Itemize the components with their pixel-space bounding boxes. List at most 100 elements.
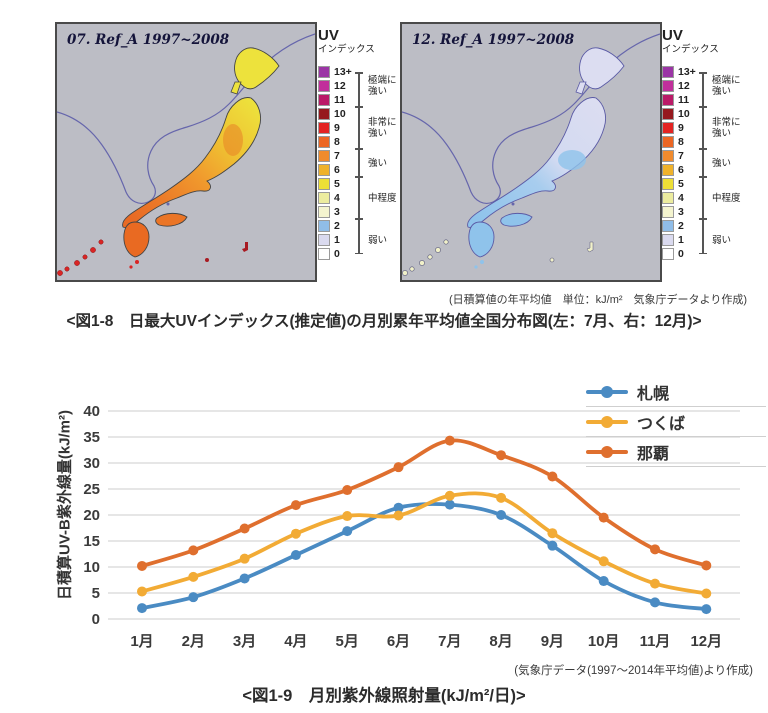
uv-index-value: 12: [678, 80, 690, 92]
uv-color-swatch: [662, 206, 674, 218]
data-point-那覇: [650, 544, 660, 555]
uv-legend-entry: 12: [318, 79, 410, 93]
legend-item-札幌: 札幌: [586, 377, 766, 407]
y-tick-label: 35: [83, 429, 100, 446]
uv-category-label: 強い: [712, 157, 732, 169]
uv-legend-subtitle: インデックス: [662, 44, 719, 55]
data-point-那覇: [188, 545, 199, 556]
legend-item-つくば: つくば: [586, 407, 766, 437]
uv-map-july: 07. Ref_A 1997~2008: [55, 22, 317, 282]
uv-map-july-image: 07. Ref_A 1997~2008: [57, 32, 315, 276]
uv-index-value: 4: [678, 192, 684, 204]
uv-index-value: 1: [334, 234, 340, 246]
uv-color-swatch: [318, 248, 330, 260]
shikoku: [155, 212, 188, 227]
uv-category-label: 極端に 強い: [368, 75, 397, 97]
x-tick-label: 11月: [640, 633, 671, 650]
uv-legend-entry: 10: [318, 107, 410, 121]
legend-marker-dot: [601, 415, 613, 428]
data-point-札幌: [650, 597, 660, 608]
isolated-island-j: [586, 241, 594, 253]
y-tick-label: 0: [92, 611, 100, 628]
shikoku: [500, 212, 533, 227]
data-point-那覇: [137, 560, 147, 571]
uv-category-label: 非常に 強い: [712, 117, 741, 139]
x-tick-label: 2月: [182, 633, 205, 650]
uv-index-value: 5: [678, 178, 684, 190]
uv-index-value: 3: [334, 206, 340, 218]
data-point-札幌: [290, 550, 301, 561]
uv-map-december-image: 12. Ref_A 1997~2008: [402, 32, 660, 276]
data-point-札幌: [701, 604, 712, 615]
uv-color-swatch: [662, 94, 674, 106]
uv-legend-title: UV: [662, 27, 683, 44]
x-tick-label: 3月: [233, 633, 256, 650]
uv-color-swatch: [318, 136, 330, 148]
data-point-札幌: [137, 603, 147, 614]
uv-category-label: 強い: [368, 157, 388, 169]
uv-category-label: 中程度: [368, 192, 397, 204]
hokkaido: [234, 47, 280, 90]
data-point-つくば: [650, 578, 660, 589]
uv-legend-entry: 0: [662, 247, 754, 261]
uv-map-december: 12. Ref_A 1997~2008: [400, 22, 662, 282]
uv-index-value: 4: [334, 192, 340, 204]
central-honshu-patch: [223, 124, 243, 156]
okinawa-chain: [57, 239, 104, 276]
uv-legend-entry: 6: [318, 163, 410, 177]
uv-category-label: 中程度: [712, 192, 741, 204]
data-point-つくば: [598, 556, 609, 567]
legend-marker: [586, 445, 628, 458]
uv-index-value: 7: [678, 150, 684, 162]
uv-index-value: 6: [678, 164, 684, 176]
uv-legend-entry: 4: [318, 191, 410, 205]
hokkaido-tail: [575, 81, 587, 95]
uv-legend-entry: 13+: [662, 65, 754, 79]
map-title-december: 12. Ref_A 1997~2008: [412, 32, 575, 48]
data-point-札幌: [547, 540, 558, 551]
uv-color-swatch: [662, 108, 674, 120]
hokkaido-tail: [230, 81, 242, 95]
uv-legend-entry: 11: [662, 93, 754, 107]
uv-legend-entry: 8: [318, 135, 410, 149]
uv-index-value: 2: [334, 220, 340, 232]
uv-legend-entry: 6: [662, 163, 754, 177]
uv-legend-entry: 2: [662, 219, 754, 233]
uv-index-legend-right: UV インデックス 13+ 12 11 10 9 8 7 6 5 4 3 2 1 0 極端に 強い 非常に 強い 強い中…: [662, 28, 754, 261]
uv-color-swatch: [662, 220, 674, 232]
y-tick-label: 30: [83, 455, 100, 472]
uv-index-value: 0: [678, 248, 684, 260]
uv-color-swatch: [662, 122, 674, 134]
okinawa-chain: [402, 239, 449, 276]
uv-color-swatch: [662, 80, 674, 92]
uv-legend-subtitle: インデックス: [318, 44, 375, 55]
data-point-札幌: [342, 526, 353, 537]
uv-legend-title: UV: [318, 27, 339, 44]
x-tick-label: 4月: [284, 633, 307, 650]
uv-index-value: 11: [678, 94, 690, 106]
uv-index-value: 1: [678, 234, 684, 246]
uv-index-value: 9: [678, 122, 684, 134]
uv-index-value: 0: [334, 248, 340, 260]
uv-index-value: 3: [678, 206, 684, 218]
legend-label: 那覇: [637, 445, 670, 463]
legend-marker: [586, 415, 628, 428]
uv-color-swatch: [662, 178, 674, 190]
data-point-札幌: [239, 573, 250, 584]
figure8-source-note: (日積算値の年平均値 単位：kJ/m² 気象庁データより作成): [449, 294, 747, 306]
uv-color-swatch: [318, 206, 330, 218]
uv-legend-entry: 13+: [318, 65, 410, 79]
uv-index-value: 11: [334, 94, 346, 106]
isolated-island-j: [242, 242, 248, 252]
figure8-caption: <図1-8 日最大UVインデックス(推定値)の月別累年平均値全国分布図(左：7月…: [66, 313, 702, 330]
legend-label: つくば: [637, 415, 686, 433]
uv-legend-entry: 2: [318, 219, 410, 233]
uv-color-swatch: [318, 192, 330, 204]
isolated-island: [549, 257, 555, 263]
bracket-cap: [355, 252, 363, 254]
data-point-つくば: [496, 492, 507, 503]
kyushu-island: [129, 265, 133, 269]
uv-category-label: 弱い: [368, 234, 388, 246]
x-tick-label: 1月: [130, 633, 153, 650]
